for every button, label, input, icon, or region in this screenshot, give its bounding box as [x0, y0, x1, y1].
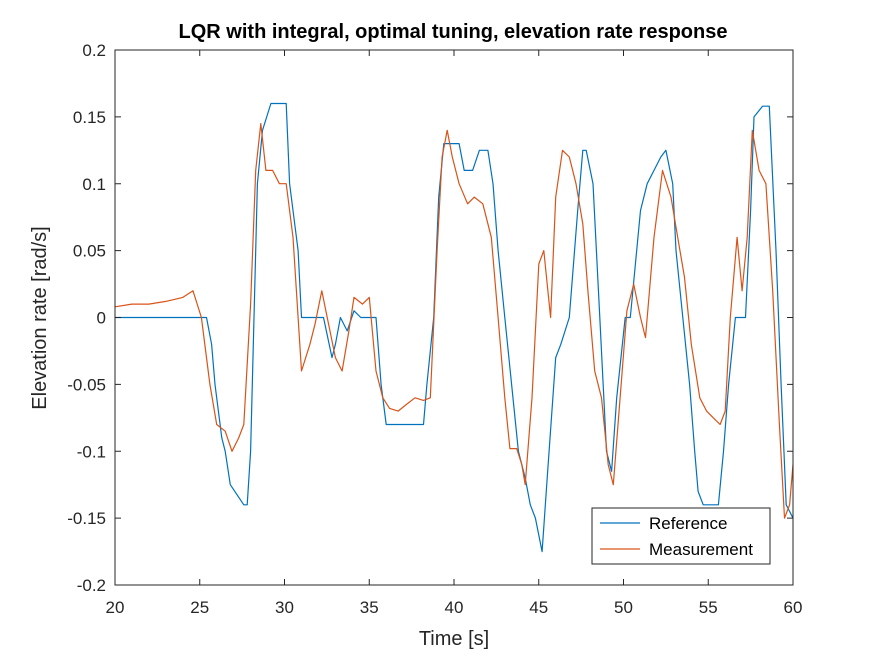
series-layer	[114, 102, 794, 553]
x-axis-label: Time [s]	[419, 628, 489, 650]
legend-label-measurement: Measurement	[649, 540, 753, 559]
series-line-measurement	[114, 122, 794, 519]
x-tick-label: 30	[275, 598, 294, 617]
chart-title: LQR with integral, optimal tuning, eleva…	[179, 21, 728, 43]
y-tick-label: -0.2	[77, 576, 106, 595]
y-tick-label: 0.15	[73, 108, 106, 127]
x-tick-label: 35	[360, 598, 379, 617]
y-tick-label: 0	[97, 309, 106, 328]
x-tick-label: 25	[190, 598, 209, 617]
y-tick-label: -0.15	[67, 509, 106, 528]
y-tick-label: 0.2	[82, 41, 106, 60]
x-tick-label: 55	[699, 598, 718, 617]
y-tick-label: -0.1	[77, 442, 106, 461]
y-axis-label: Elevation rate [rad/s]	[29, 226, 51, 409]
x-axis: 20 25 30 35 40 45 50 55 60	[106, 50, 803, 617]
legend: Reference Measurement	[591, 507, 771, 565]
x-tick-label: 40	[445, 598, 464, 617]
x-tick-label: 60	[784, 598, 803, 617]
y-tick-label: 0.1	[82, 175, 106, 194]
y-tick-label: -0.05	[67, 375, 106, 394]
plot-area	[115, 50, 793, 585]
x-tick-label: 50	[614, 598, 633, 617]
x-tick-label: 20	[106, 598, 125, 617]
legend-label-reference: Reference	[649, 514, 727, 533]
y-tick-label: 0.05	[73, 242, 106, 261]
legend-box	[591, 507, 771, 565]
y-axis: -0.2 -0.15 -0.1 -0.05 0 0.05 0.1 0.15 0.2	[67, 41, 793, 595]
x-tick-label: 45	[529, 598, 548, 617]
